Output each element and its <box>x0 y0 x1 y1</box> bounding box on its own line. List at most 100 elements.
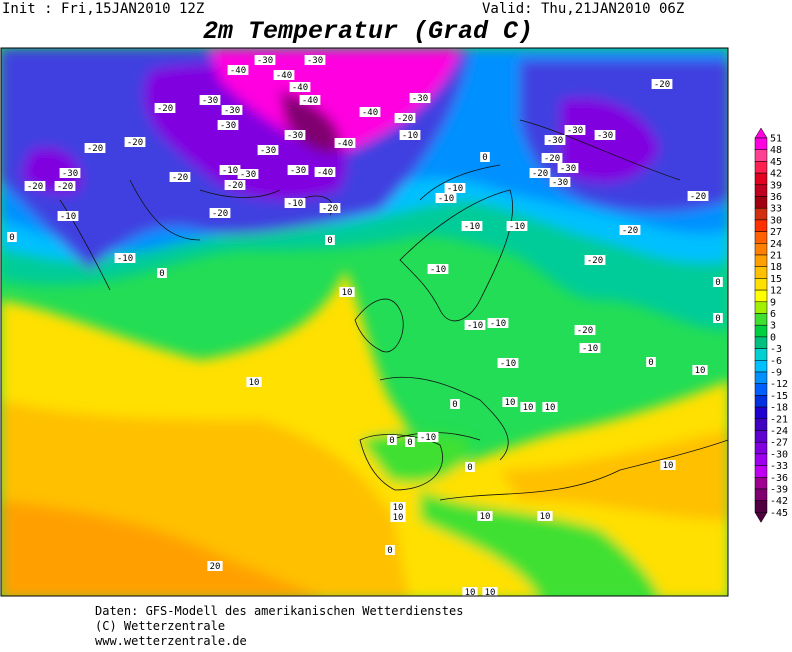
valid-time: Valid: Thu,21JAN2010 06Z <box>482 1 684 17</box>
colorbar-segment <box>754 430 768 443</box>
contour-label: -10 <box>60 212 76 222</box>
colorbar-label: 33 <box>770 204 782 215</box>
contour-label-box <box>646 357 656 367</box>
contour-label-box <box>157 268 167 278</box>
contour-label: -30 <box>62 169 78 179</box>
contour-label-box <box>465 462 475 472</box>
contour-label-box <box>304 55 326 65</box>
contour-label-box <box>409 93 431 103</box>
contour-label-box <box>394 113 416 123</box>
contour-label: -10 <box>117 254 133 264</box>
colorbar-label: -36 <box>770 473 788 484</box>
contour-label: -30 <box>260 146 276 156</box>
contour-label: -20 <box>57 182 73 192</box>
contour-label: -20 <box>127 138 143 148</box>
contour-label: -30 <box>202 96 218 106</box>
footer-line: www.wetterzentrale.de <box>95 634 247 648</box>
contour-label: -30 <box>307 56 323 66</box>
colorbar-segment <box>754 254 768 267</box>
colorbar-label: -24 <box>770 426 788 437</box>
contour-label: -30 <box>567 126 583 136</box>
contour-label: -20 <box>172 173 188 183</box>
contour-label-box <box>480 152 490 162</box>
contour-label: -20 <box>157 104 173 114</box>
colorbar-label: 45 <box>770 157 782 168</box>
contour-label: -20 <box>532 169 548 179</box>
contour-label: -20 <box>622 226 638 236</box>
contour-label: 10 <box>393 503 404 513</box>
contour-label: -40 <box>302 96 318 106</box>
contour-label-box <box>692 365 708 375</box>
contour-label-box <box>385 545 395 555</box>
colorbar-segment <box>754 219 768 232</box>
colorbar-segment <box>754 301 768 314</box>
colorbar-segment <box>754 243 768 256</box>
colorbar-label: 3 <box>770 321 776 332</box>
contour-label-box <box>237 169 259 179</box>
colorbar-label: -12 <box>770 379 788 390</box>
contour-label-box <box>542 402 558 412</box>
contour-label: -40 <box>276 71 292 81</box>
colorbar-segment <box>754 161 768 174</box>
contour-label: -10 <box>222 166 238 176</box>
contour-label-box <box>579 343 601 353</box>
colorbar-label: 48 <box>770 145 782 156</box>
contour-label: 0 <box>715 314 720 324</box>
contour-label-box <box>584 255 606 265</box>
colorbar-segment <box>754 336 768 349</box>
contour-label: -10 <box>509 222 525 232</box>
colorbar-segment <box>754 149 768 162</box>
contour-label-box <box>59 168 81 178</box>
colorbar-label: 51 <box>770 134 782 145</box>
colorbar-label: 0 <box>770 332 776 343</box>
contour-label: 10 <box>540 512 551 522</box>
colorbar-segment <box>754 371 768 384</box>
colorbar-segment <box>754 348 768 361</box>
contour-label-box <box>651 79 673 89</box>
colorbar-label: 36 <box>770 192 782 203</box>
contour-label-box <box>564 125 586 135</box>
contour-label: -30 <box>257 56 273 66</box>
contour-label: -20 <box>397 114 413 124</box>
contour-label: 10 <box>249 378 260 388</box>
colorbar-segment <box>754 360 768 373</box>
contour-label: 10 <box>663 461 674 471</box>
contour-label: 0 <box>482 153 487 163</box>
contour-label-box <box>24 181 46 191</box>
contour-label-box <box>502 397 518 407</box>
contour-label: -10 <box>430 265 446 275</box>
map: -30-40-30-40-40-30-30-30-20-40-40-30-20-… <box>1 48 728 598</box>
colorbar-segment <box>754 313 768 326</box>
colorbar-segment <box>754 406 768 420</box>
colorbar-segment <box>754 465 768 478</box>
contour-label: -40 <box>292 83 308 93</box>
colorbar-segment <box>754 137 768 150</box>
contour-label: 0 <box>715 278 720 288</box>
colorbar-segment <box>754 278 768 291</box>
contour-label: -20 <box>587 256 603 266</box>
contour-label-box <box>435 193 457 203</box>
contour-label-box <box>399 130 421 140</box>
contour-label-box <box>257 145 279 155</box>
colorbar-segment <box>754 441 768 455</box>
contour-label-box <box>114 253 136 263</box>
contour-label: 10 <box>465 588 476 598</box>
colorbar-label: 24 <box>770 239 782 250</box>
contour-label-box <box>273 70 295 80</box>
contour-label-box <box>506 221 528 231</box>
contour-label: -10 <box>447 184 463 194</box>
contour-label-box <box>84 143 106 153</box>
colorbar-segment <box>754 207 768 221</box>
contour-label-box <box>284 198 306 208</box>
contour-label: 10 <box>505 398 516 408</box>
contour-label-box <box>427 264 449 274</box>
contour-label-box <box>497 358 519 368</box>
colorbar-label: -18 <box>770 403 788 414</box>
contour-label: 10 <box>523 403 534 413</box>
contour-label-box <box>594 130 616 140</box>
contour-label-box <box>224 180 246 190</box>
contour-label: 10 <box>393 513 404 523</box>
init-time: Init : Fri,15JAN2010 12Z <box>2 1 204 17</box>
contour-label-box <box>57 211 79 221</box>
contour-label: -30 <box>287 131 303 141</box>
